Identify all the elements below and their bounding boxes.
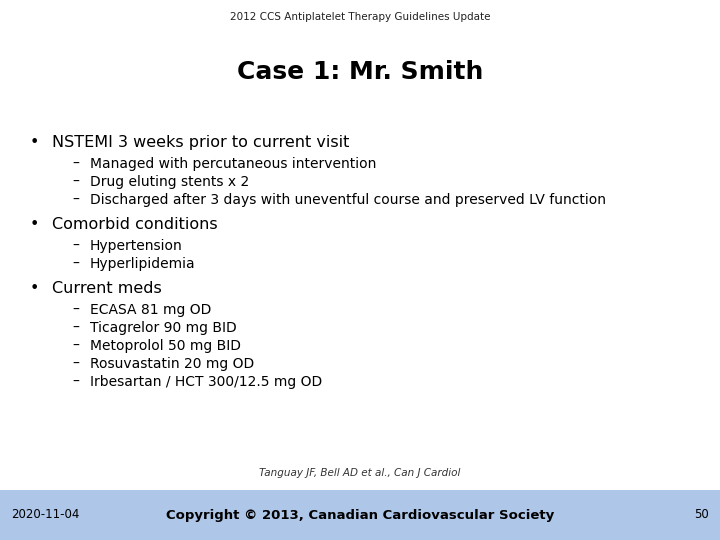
Text: Case 1: Mr. Smith: Case 1: Mr. Smith [237, 60, 483, 84]
Text: –: – [72, 321, 79, 335]
Text: Hyperlipidemia: Hyperlipidemia [90, 257, 196, 271]
Text: –: – [72, 339, 79, 353]
Text: Tanguay JF, Bell AD et al., Can J Cardiol: Tanguay JF, Bell AD et al., Can J Cardio… [259, 468, 461, 478]
Text: –: – [72, 357, 79, 371]
Text: NSTEMI 3 weeks prior to current visit: NSTEMI 3 weeks prior to current visit [52, 135, 349, 150]
Text: Metoprolol 50 mg BID: Metoprolol 50 mg BID [90, 339, 241, 353]
Text: Rosuvastatin 20 mg OD: Rosuvastatin 20 mg OD [90, 357, 254, 371]
Text: Drug eluting stents x 2: Drug eluting stents x 2 [90, 175, 249, 189]
Text: Discharged after 3 days with uneventful course and preserved LV function: Discharged after 3 days with uneventful … [90, 193, 606, 207]
Text: –: – [72, 157, 79, 171]
Text: •: • [30, 281, 40, 296]
Text: –: – [72, 239, 79, 253]
Text: –: – [72, 257, 79, 271]
Text: –: – [72, 303, 79, 317]
Text: Comorbid conditions: Comorbid conditions [52, 217, 217, 232]
Text: ECASA 81 mg OD: ECASA 81 mg OD [90, 303, 212, 317]
Text: Current meds: Current meds [52, 281, 162, 296]
Text: Hypertension: Hypertension [90, 239, 183, 253]
Text: 2020-11-04: 2020-11-04 [11, 509, 79, 522]
Bar [0, 490, 720, 540]
Text: Managed with percutaneous intervention: Managed with percutaneous intervention [90, 157, 377, 171]
Text: 2012 CCS Antiplatelet Therapy Guidelines Update: 2012 CCS Antiplatelet Therapy Guidelines… [230, 12, 490, 22]
Text: –: – [72, 175, 79, 189]
Text: Copyright © 2013, Canadian Cardiovascular Society: Copyright © 2013, Canadian Cardiovascula… [166, 509, 554, 522]
Text: •: • [30, 135, 40, 150]
Text: •: • [30, 217, 40, 232]
Text: 50: 50 [695, 509, 709, 522]
Text: –: – [72, 193, 79, 207]
Text: Irbesartan / HCT 300/12.5 mg OD: Irbesartan / HCT 300/12.5 mg OD [90, 375, 323, 389]
Text: –: – [72, 375, 79, 389]
Text: Ticagrelor 90 mg BID: Ticagrelor 90 mg BID [90, 321, 237, 335]
